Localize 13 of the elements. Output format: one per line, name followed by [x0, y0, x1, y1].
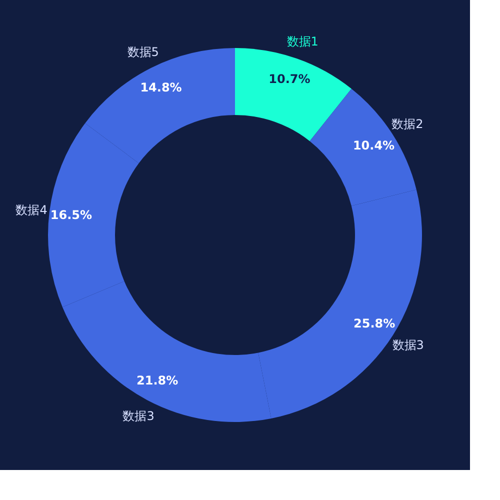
- slice-label: 数据1: [286, 34, 318, 48]
- data-label: 10.7%: [268, 72, 310, 86]
- slice-label: 数据5: [127, 44, 159, 59]
- donut-slice: [235, 48, 352, 142]
- data-label: 21.8%: [136, 374, 178, 388]
- slice-label: 数据4: [16, 202, 48, 217]
- data-label: 14.8%: [140, 80, 182, 95]
- slice-label: 数据3: [122, 408, 154, 423]
- slice-label: 数据2: [392, 117, 424, 132]
- data-label: 16.5%: [50, 208, 92, 222]
- data-label: 25.8%: [353, 316, 396, 330]
- slice-label: 数据3: [392, 338, 424, 352]
- data-label: 10.4%: [352, 138, 395, 153]
